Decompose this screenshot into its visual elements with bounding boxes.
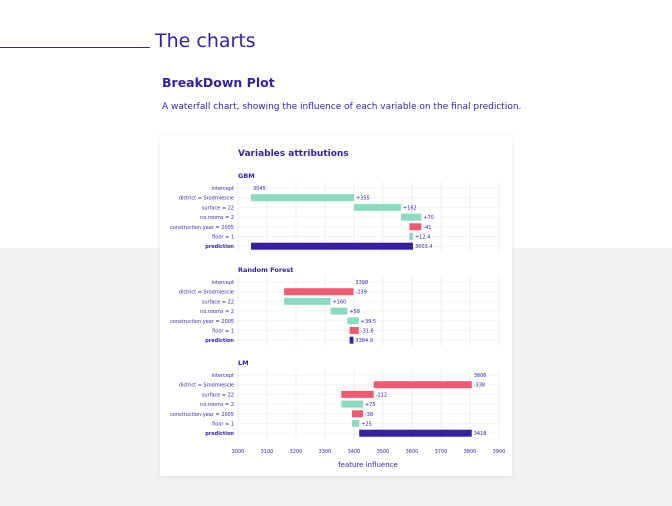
section-rule: [0, 47, 150, 48]
bar-no.rooms: [330, 307, 348, 315]
row-label: prediction: [205, 431, 234, 437]
row-label: intercept: [212, 373, 235, 379]
data-label: -338: [474, 383, 485, 389]
row-label: construction.year = 2005: [170, 319, 234, 325]
row-label: district = Srodmiescie: [179, 383, 234, 389]
data-label: -38: [365, 412, 373, 418]
x-tick-label: 3000: [232, 449, 245, 455]
row-label: floor = 1: [212, 422, 234, 428]
data-label: +25: [361, 422, 372, 428]
data-label: +75: [365, 402, 376, 408]
row-label: surface = 22: [202, 205, 234, 211]
data-label: -239: [355, 290, 366, 296]
row-label: no.rooms = 2: [200, 402, 234, 408]
row-label: district = Srodmiescie: [179, 196, 234, 202]
data-label: 3418: [474, 431, 487, 437]
row-label: surface = 22: [202, 299, 234, 305]
data-label: +39.5: [361, 319, 376, 325]
row-label: prediction: [205, 244, 234, 250]
x-tick-label: 3600: [406, 449, 419, 455]
bar-prediction: [251, 242, 413, 250]
bar-district: [373, 381, 472, 389]
bar-prediction: [359, 429, 472, 437]
bar-floor: [409, 233, 413, 240]
x-tick-label: 3300: [319, 449, 332, 455]
bar-surface: [284, 297, 331, 305]
data-label: +162: [403, 205, 417, 211]
row-label: floor = 1: [212, 235, 234, 241]
bar-prediction: [349, 336, 354, 344]
row-label: no.rooms = 2: [200, 309, 234, 315]
x-tick-label: 3700: [435, 449, 448, 455]
data-label: 3045: [253, 186, 266, 192]
data-label: +12.4: [415, 235, 430, 241]
section-title: The charts: [155, 30, 256, 52]
bar-district: [284, 288, 354, 296]
panel-title: Random Forest: [238, 266, 293, 274]
bar-construction.year: [409, 223, 422, 231]
row-label: district = Srodmiescie: [179, 290, 234, 296]
chart-title: Variables attributions: [238, 149, 349, 159]
bar-surface: [341, 390, 374, 398]
row-label: intercept: [212, 186, 235, 192]
panel-title: GBM: [238, 172, 255, 180]
data-label: -112: [376, 392, 387, 398]
x-tick-label: 3400: [348, 449, 361, 455]
row-label: prediction: [205, 338, 234, 344]
row-label: construction.year = 2005: [170, 225, 234, 231]
x-tick-label: 3900: [493, 449, 506, 455]
bar-floor: [351, 420, 360, 427]
data-label: 3603.4: [415, 244, 433, 250]
bar-construction.year: [347, 317, 359, 325]
row-label: construction.year = 2005: [170, 412, 234, 418]
data-label: 3806: [474, 373, 487, 379]
x-tick-label: 3800: [464, 449, 477, 455]
data-label: +70: [423, 215, 434, 221]
data-label: +160: [333, 299, 347, 305]
row-label: intercept: [212, 280, 235, 286]
bar-no.rooms: [341, 400, 363, 408]
row-label: floor = 1: [212, 329, 234, 335]
row-label: no.rooms = 2: [200, 215, 234, 221]
row-label: surface = 22: [202, 392, 234, 398]
data-label: +355: [356, 196, 370, 202]
plot-title: BreakDown Plot: [162, 75, 275, 90]
x-tick-label: 3100: [261, 449, 274, 455]
x-tick-label: 3500: [377, 449, 390, 455]
data-label: 3384.9: [355, 338, 373, 344]
data-label: +58: [349, 309, 360, 315]
bar-construction.year: [351, 410, 363, 418]
bar-surface: [354, 203, 401, 211]
chart-card: [160, 135, 512, 476]
panel-title: LM: [238, 359, 249, 367]
bar-no.rooms: [400, 213, 422, 221]
x-tick-label: 3200: [290, 449, 303, 455]
data-label: 3398: [355, 280, 368, 286]
data-label: -31.6: [361, 329, 374, 335]
data-label: -41: [423, 225, 431, 231]
bar-floor: [349, 327, 359, 334]
x-axis-label: feature influence: [338, 461, 398, 469]
bar-district: [251, 194, 354, 202]
plot-description: A waterfall chart, showing the influence…: [162, 102, 522, 112]
